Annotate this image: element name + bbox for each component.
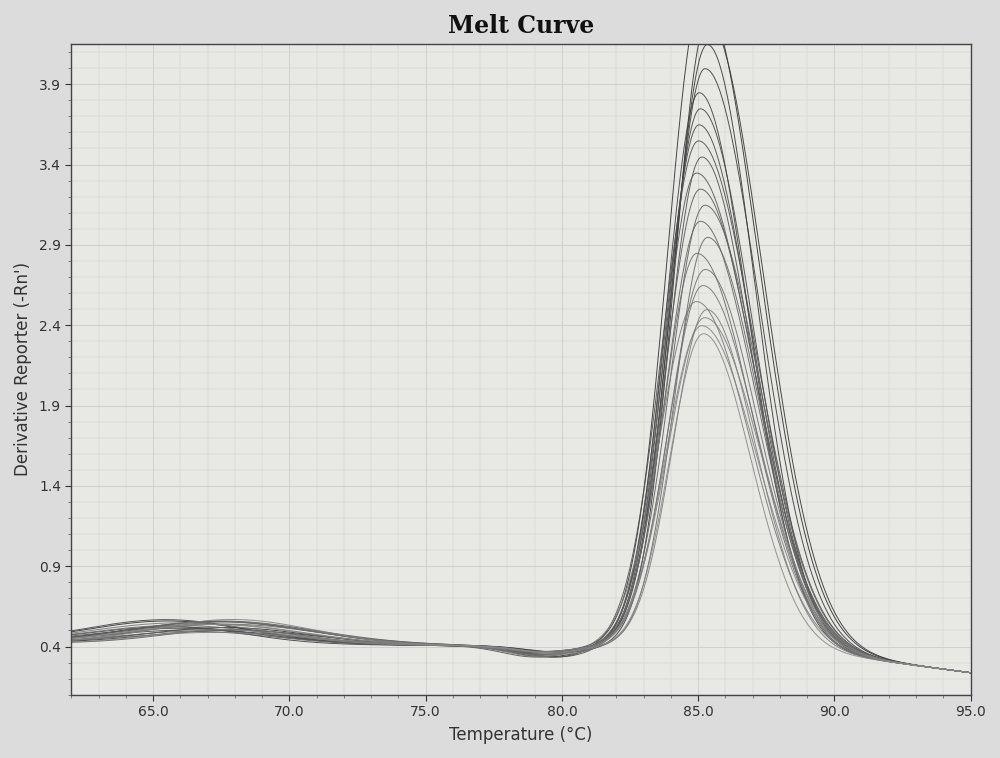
Title: Melt Curve: Melt Curve [448,14,594,38]
X-axis label: Temperature (°C): Temperature (°C) [449,726,593,744]
Y-axis label: Derivative Reporter (-Rn'): Derivative Reporter (-Rn') [14,262,32,477]
